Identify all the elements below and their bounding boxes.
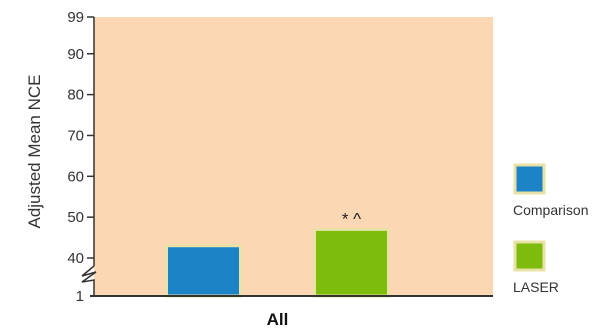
y-tick-label: 70 (67, 127, 84, 144)
x-category-label: All (267, 310, 289, 329)
y-tick-label: 99 (67, 9, 84, 26)
axes-group (81, 17, 493, 297)
bar-laser (313, 227, 390, 298)
x-categories-group: All (267, 310, 289, 329)
y-tick-label: 60 (67, 168, 84, 185)
bars-group (165, 227, 390, 298)
y-tick-label: 50 (67, 209, 84, 226)
plot-area (94, 17, 493, 296)
annotations-group: * ^ (342, 209, 361, 228)
bar-annotation: * ^ (342, 209, 361, 228)
y-tick-label: 40 (67, 250, 84, 267)
axis-break-icon (81, 265, 97, 296)
legend-swatch-laser (513, 240, 546, 272)
y-tick-label: 90 (67, 46, 84, 63)
legend: Comparison LASER (513, 163, 588, 295)
legend-label-comparison: Comparison (513, 202, 588, 218)
y-axis-title: Adjusted Mean NCE (25, 74, 44, 228)
legend-swatch-comparison (513, 163, 546, 195)
legend-label-laser: LASER (513, 279, 559, 295)
y-tick-label: 80 (67, 87, 84, 104)
y-tick-label: 1 (76, 288, 84, 305)
y-ticks-group: 1 40 50 60 70 80 90 99 (67, 9, 94, 305)
bar-comparison (165, 244, 242, 298)
